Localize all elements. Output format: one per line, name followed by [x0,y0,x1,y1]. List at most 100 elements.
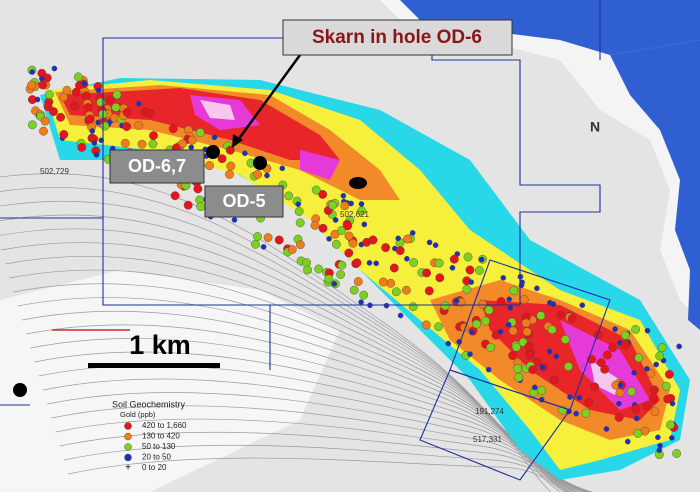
sample [253,232,262,242]
legend-title: Soil Geochemistry [112,399,186,409]
sample [314,264,323,274]
sample [310,220,320,230]
callout-text: Skarn in hole OD-6 [312,27,482,48]
sample [93,151,100,158]
sample [524,341,534,351]
sample [111,103,121,112]
sample [135,100,142,107]
sample [614,412,624,422]
sample [672,449,681,458]
contour [68,457,573,497]
grid-label: 502,729 [40,167,69,176]
sample [509,286,519,296]
legend-swatch [124,422,132,430]
sample [453,298,460,304]
sample [665,369,674,379]
sample [616,400,622,407]
legend: Soil Geochemistry Gold (ppb) 420 to 1,66… [112,399,187,473]
sample [537,386,547,395]
sample [408,302,418,312]
legend-label: 20 to 50 [142,453,171,462]
sample [27,80,37,90]
sample [358,299,364,305]
sample [260,244,267,250]
sample [205,161,214,171]
sample [318,189,328,199]
sample [650,385,659,395]
sample [505,321,512,328]
sample [348,238,358,248]
sample [534,285,540,292]
sample [642,401,652,411]
sample [137,139,147,149]
sample [603,426,610,432]
sample [422,268,431,278]
legend-label: 50 to 130 [142,442,176,451]
sample [353,277,363,286]
sample [657,343,667,353]
contour [0,200,581,497]
sample [472,319,481,329]
sample [564,362,573,371]
sample [486,342,495,352]
sample [81,91,91,101]
sample [560,335,570,344]
sample [465,265,475,275]
contour [17,297,617,497]
sample [34,96,41,103]
sample [567,394,573,400]
sample [193,184,203,194]
sample [331,239,341,249]
sample [217,154,227,164]
sample [567,314,577,324]
lake [400,0,700,55]
sample [500,275,507,281]
sample [112,90,122,100]
sample [631,324,640,334]
sample [211,134,218,141]
sample [331,280,338,287]
sample [426,239,433,246]
sample [676,343,682,350]
sample [653,361,660,368]
sample [485,366,492,373]
sample [381,243,390,253]
sample [409,230,416,236]
sample [424,286,434,296]
sample [134,121,144,131]
sample [421,320,431,330]
contour [21,310,613,497]
sample [484,305,494,315]
sample [188,144,194,151]
sample [85,114,95,124]
sample [122,122,132,132]
contour [47,392,587,497]
sample [263,233,273,243]
sample [615,388,625,398]
contour [59,431,578,497]
sample [349,285,359,295]
sample [340,192,347,199]
sample [344,231,354,241]
sample [550,301,557,307]
sample [340,201,350,211]
sample [513,364,522,373]
sample [242,150,248,157]
sample [395,235,402,242]
sample [330,229,340,239]
sample [507,305,514,311]
sample [650,407,660,417]
sample [536,311,546,320]
sample [187,135,197,145]
drill-hole [13,383,27,397]
sample [646,368,656,378]
sample [634,353,644,363]
sample [669,435,675,441]
sample [294,207,304,216]
sample [51,65,58,72]
sample [70,101,80,111]
sample [362,237,372,247]
sample [550,375,559,385]
contour [42,378,591,497]
